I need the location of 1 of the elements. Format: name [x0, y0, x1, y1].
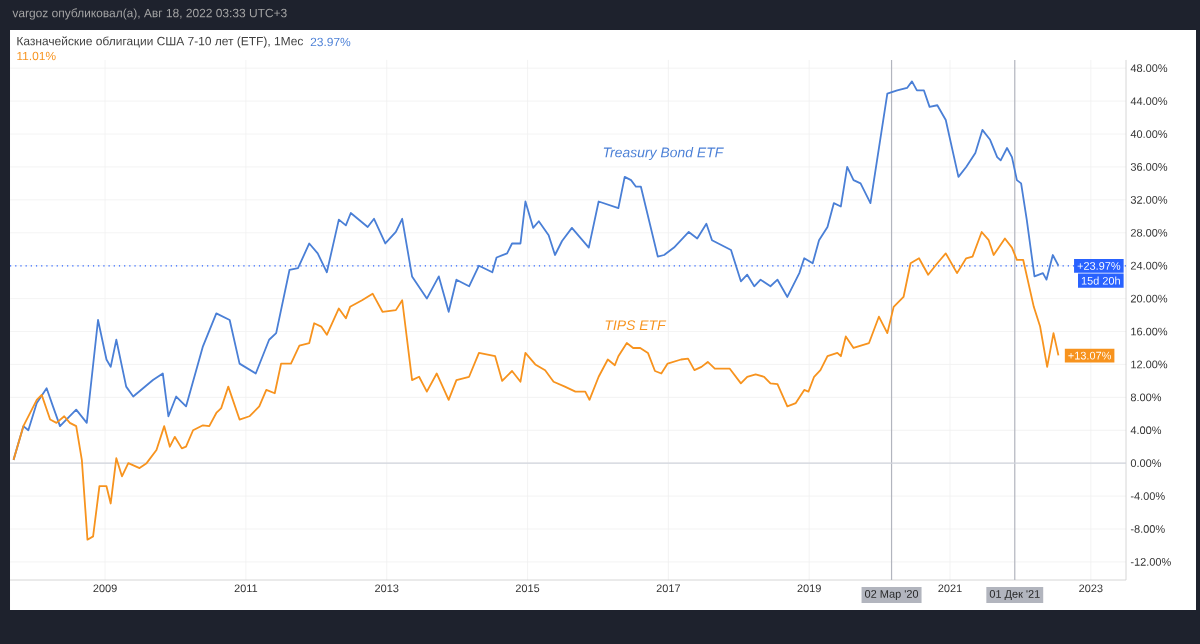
line-series [12, 231, 1060, 541]
